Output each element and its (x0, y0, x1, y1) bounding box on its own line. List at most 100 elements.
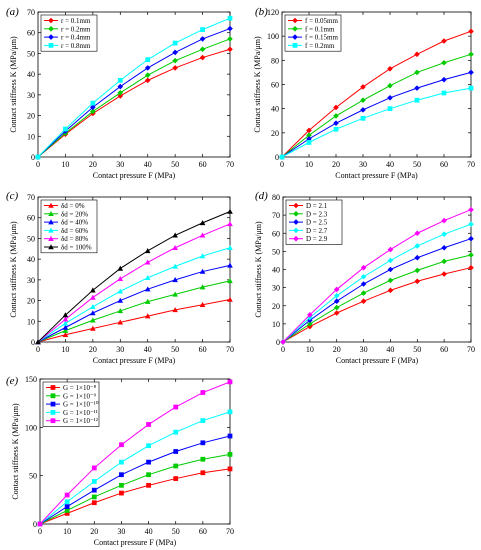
data-point (227, 25, 233, 32)
x-axis-label: Contact pressure F (MPa) (93, 356, 176, 365)
x-tick-label: 10 (63, 527, 71, 536)
data-point (172, 291, 178, 297)
legend-swatch-marker (48, 235, 54, 241)
series-1 (35, 46, 233, 160)
data-point (414, 267, 421, 274)
data-point (200, 456, 206, 462)
series-line (281, 30, 472, 158)
data-point (117, 93, 124, 99)
data-point (90, 317, 96, 323)
x-tick-label: 50 (171, 345, 179, 354)
data-point (333, 310, 340, 316)
data-point (227, 221, 233, 227)
x-tick-label: 20 (333, 345, 341, 354)
data-point (200, 440, 206, 446)
data-point (441, 217, 447, 224)
data-point (90, 287, 96, 293)
y-tick-label: 70 (272, 211, 280, 220)
series-line (37, 264, 231, 343)
data-point (414, 85, 420, 91)
data-point (227, 296, 233, 302)
data-point (144, 313, 151, 319)
y-tick-label: 60 (27, 29, 35, 38)
x-tick-label: 0 (36, 160, 40, 169)
plot-frame (39, 378, 231, 525)
data-point (199, 301, 206, 307)
chart-panel-2: 0 10 20 30 40 50 60 70 0 20 40 60 80 100 120 Contact pr… (253, 6, 475, 180)
data-point (360, 84, 366, 90)
x-tick-label: 10 (305, 160, 313, 169)
data-point (333, 120, 339, 126)
data-point (173, 429, 179, 435)
x-tick-label: 30 (117, 527, 125, 536)
panel-label: (b) (255, 6, 268, 18)
x-tick-label: 0 (281, 345, 285, 354)
y-tick-label: 80 (272, 193, 280, 202)
x-axis-label: Contact pressure F (MPa) (93, 171, 176, 180)
x-tick-label: 70 (226, 345, 234, 354)
data-point (360, 97, 366, 104)
data-point (441, 90, 447, 96)
data-point (90, 108, 96, 115)
legend-entry: δd = 60% (61, 227, 88, 235)
y-tick-label: 20 (272, 302, 280, 311)
y-tick-label: 150 (25, 375, 37, 384)
x-tick-label: 20 (89, 345, 97, 354)
data-point (414, 243, 421, 249)
series-line (281, 53, 472, 158)
legend-swatch-marker (48, 26, 54, 32)
data-point (64, 508, 70, 513)
legend: G = 1×10⁻⁸G = 1×10⁻⁹G = 1×10⁻¹⁰G = 1×10⁻… (42, 381, 100, 427)
data-point (146, 482, 151, 488)
x-tick-label: 0 (280, 160, 284, 169)
series-1 (37, 466, 233, 527)
legend-entry: r = 0.2mm (61, 25, 91, 33)
data-point (172, 49, 178, 56)
y-axis-label: Contact stiffness K (MPa/μm) (11, 403, 20, 500)
data-point (35, 154, 41, 160)
data-point (441, 244, 447, 251)
legend-swatch-marker (293, 211, 299, 217)
x-tick-label: 50 (172, 527, 180, 536)
legend-swatch-marker (48, 227, 54, 233)
data-point (117, 89, 124, 96)
data-point (360, 115, 366, 121)
data-point (227, 15, 233, 21)
x-tick-label: 70 (226, 527, 234, 536)
data-point (360, 264, 367, 271)
legend-entry: f = 0.05mm (305, 17, 338, 25)
x-tick-label: 30 (116, 345, 124, 354)
y-tick-label: 30 (27, 91, 35, 100)
legend-swatch-marker (48, 219, 54, 225)
y-tick-label: 10 (27, 317, 35, 326)
legend-swatch-marker (293, 219, 299, 225)
legend-swatch-marker (48, 211, 54, 217)
y-tick-label: 0 (275, 153, 279, 162)
data-point (360, 298, 367, 305)
data-point (119, 459, 124, 465)
x-tick-label: 10 (61, 345, 69, 354)
data-point (414, 97, 420, 103)
legend-swatch-marker (293, 202, 299, 209)
panel-label: (e) (6, 375, 19, 387)
legend-swatch-marker (292, 34, 298, 40)
data-point (146, 443, 151, 449)
x-tick-label: 10 (306, 345, 314, 354)
data-point (441, 271, 447, 277)
legend-entry: D = 2.9 (306, 235, 328, 243)
x-tick-label: 30 (359, 160, 367, 169)
x-axis-label: Contact pressure F (MPa) (336, 356, 419, 365)
data-point (119, 482, 124, 488)
data-point (91, 487, 97, 493)
legend-swatch-marker (293, 227, 299, 234)
legend-swatch-marker (48, 43, 54, 48)
data-point (414, 51, 420, 58)
series-line (39, 381, 231, 525)
legend-entry: f = 0.15mm (305, 34, 338, 42)
data-point (173, 463, 179, 469)
legend-entry: r = 0.8mm (61, 42, 91, 50)
data-point (414, 69, 420, 76)
legend: D = 2.1D = 2.3D = 2.5D = 2.7D = 2.9 (285, 199, 343, 245)
data-point (117, 77, 123, 83)
